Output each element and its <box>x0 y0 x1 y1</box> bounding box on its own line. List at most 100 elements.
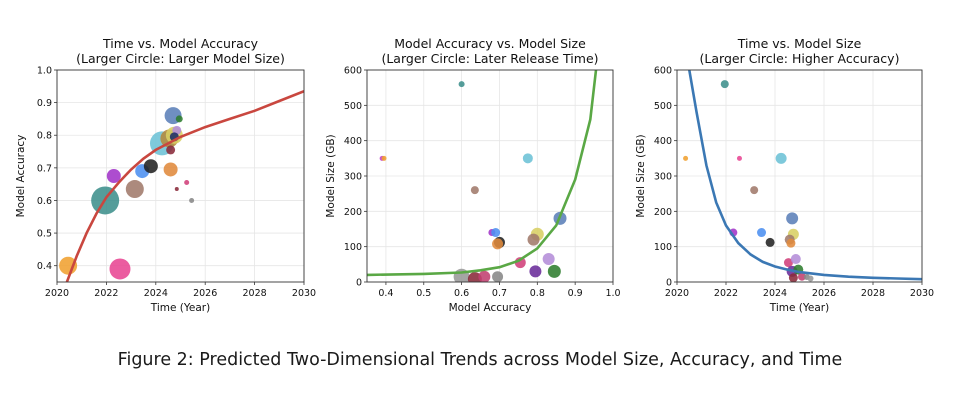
data-layer <box>367 70 598 282</box>
x-tick-label: 2030 <box>910 288 934 299</box>
y-axis-label: Model Size (GB) <box>635 134 647 217</box>
y-axis-label: Model Accuracy <box>15 135 27 218</box>
data-point <box>184 180 190 186</box>
data-point <box>790 254 801 265</box>
x-tick-label: 1.0 <box>605 288 620 299</box>
x-tick-label: 2028 <box>861 288 885 299</box>
x-tick-label: 2026 <box>812 288 836 299</box>
y-tick-label: 0 <box>356 278 362 289</box>
data-point <box>109 258 131 280</box>
y-tick-label: 500 <box>654 101 672 112</box>
x-tick-label: 0.7 <box>492 288 507 299</box>
x-tick-label: 0.5 <box>416 288 431 299</box>
y-tick-label: 0.8 <box>37 131 52 142</box>
data-point <box>478 270 491 282</box>
data-point <box>788 273 798 282</box>
data-layer <box>59 89 304 282</box>
y-tick-label: 400 <box>344 136 362 147</box>
y-tick-label: 500 <box>344 101 362 112</box>
x-tick-label: 2024 <box>144 288 168 299</box>
chart-subtitle: (Larger Circle: Later Release Time) <box>381 51 598 66</box>
figure-caption: Figure 2: Predicted Two-Dimensional Tren… <box>117 350 843 370</box>
trend-line <box>688 70 922 281</box>
y-tick-label: 0.5 <box>37 229 52 240</box>
y-tick-label: 100 <box>654 242 672 253</box>
x-axis-label: Model Accuracy <box>449 302 532 314</box>
data-point <box>529 265 542 278</box>
y-tick-label: 1.0 <box>37 66 52 77</box>
data-layer <box>683 70 922 282</box>
x-tick-label: 0.6 <box>454 288 469 299</box>
data-point <box>381 155 387 161</box>
x-tick-label: 0.9 <box>568 288 583 299</box>
x-tick-label: 2026 <box>193 288 217 299</box>
data-point <box>492 271 504 282</box>
y-tick-label: 200 <box>344 207 362 218</box>
y-tick-label: 300 <box>344 172 362 183</box>
data-point <box>736 155 742 161</box>
data-point <box>491 228 501 238</box>
data-point <box>807 275 814 282</box>
y-tick-label: 0.9 <box>37 98 52 109</box>
chart-subtitle: (Larger Circle: Higher Accuracy) <box>700 51 900 66</box>
data-point <box>757 228 767 238</box>
y-axis-label: Model Size (GB) <box>325 134 337 217</box>
chart-title: Time vs. Model Size <box>737 36 862 51</box>
y-tick-label: 0 <box>666 278 672 289</box>
x-tick-label: 2020 <box>665 288 689 299</box>
chart-3: Time vs. Model Size(Larger Circle: Highe… <box>635 36 934 314</box>
data-point <box>175 115 183 123</box>
y-tick-label: 100 <box>344 242 362 253</box>
y-tick-label: 200 <box>654 207 672 218</box>
chart-subtitle: (Larger Circle: Larger Model Size) <box>76 51 285 66</box>
data-point <box>106 169 121 183</box>
plot-frame <box>366 69 614 283</box>
x-tick-label: 0.8 <box>530 288 545 299</box>
plot-frame <box>676 69 923 283</box>
data-point <box>458 81 465 88</box>
data-point <box>163 162 178 177</box>
data-point <box>683 155 689 161</box>
data-point <box>542 253 555 266</box>
y-tick-label: 0.4 <box>37 261 52 272</box>
y-tick-label: 0.7 <box>37 163 52 174</box>
data-point <box>547 264 561 278</box>
data-point <box>143 159 158 174</box>
x-axis-label: Time (Year) <box>150 302 210 314</box>
x-tick-label: 2030 <box>292 288 316 299</box>
trend-line <box>367 70 598 277</box>
x-axis-label: Time (Year) <box>769 302 829 314</box>
data-point <box>786 212 799 225</box>
x-tick-label: 2022 <box>94 288 118 299</box>
data-point <box>467 272 482 282</box>
x-tick-label: 2022 <box>714 288 738 299</box>
data-point <box>522 153 533 164</box>
data-point <box>189 197 195 203</box>
chart-title: Model Accuracy vs. Model Size <box>394 36 586 51</box>
x-tick-label: 2024 <box>763 288 787 299</box>
data-point <box>786 238 796 248</box>
data-point <box>492 238 504 250</box>
data-point <box>527 233 540 246</box>
y-tick-label: 400 <box>654 136 672 147</box>
data-point <box>166 145 176 155</box>
plot-frame <box>56 69 305 283</box>
x-tick-label: 0.4 <box>378 288 393 299</box>
data-point <box>174 187 179 192</box>
chart-title: Time vs. Model Accuracy <box>102 36 259 51</box>
data-point <box>775 152 787 164</box>
data-point <box>470 186 479 195</box>
chart-2: Model Accuracy vs. Model Size(Larger Cir… <box>325 36 621 314</box>
trend-line <box>65 89 304 282</box>
data-point <box>783 258 793 268</box>
x-tick-label: 2028 <box>243 288 267 299</box>
data-point <box>765 237 775 247</box>
y-tick-label: 300 <box>654 172 672 183</box>
y-tick-label: 600 <box>344 66 362 77</box>
data-point <box>125 180 144 199</box>
x-tick-label: 2020 <box>45 288 69 299</box>
data-point <box>750 186 759 195</box>
y-tick-label: 600 <box>654 66 672 77</box>
data-point <box>720 80 729 89</box>
